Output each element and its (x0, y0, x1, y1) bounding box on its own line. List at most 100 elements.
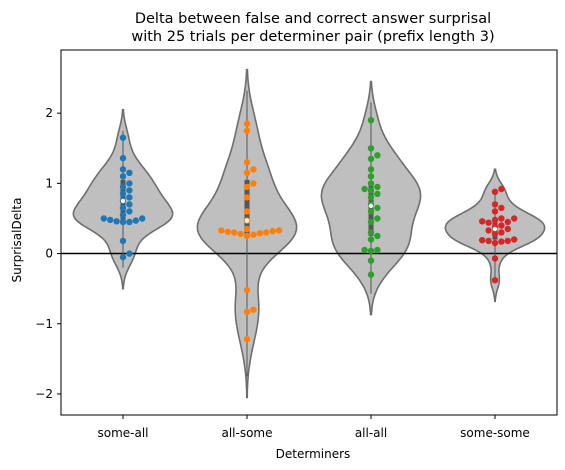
point-all-some-8 (231, 229, 238, 236)
point-some-some-3 (498, 238, 505, 245)
point-some-all-8 (139, 215, 146, 222)
point-some-all-4 (126, 218, 133, 226)
point-all-all-1 (367, 257, 375, 264)
point-some-some-22 (491, 201, 499, 208)
point-all-some-14 (243, 225, 251, 233)
point-some-all-19 (126, 180, 133, 187)
point-all-some-5 (250, 231, 257, 238)
point-all-all-15 (367, 187, 375, 194)
point-some-all-5 (113, 218, 120, 225)
point-all-some-19 (250, 180, 257, 187)
point-all-all-19 (367, 173, 375, 180)
point-all-all-21 (367, 155, 375, 162)
point-some-all-13 (126, 201, 133, 208)
point-some-all-0 (119, 253, 127, 261)
point-all-all-22 (374, 152, 381, 159)
point-all-all-9 (374, 215, 381, 222)
x-tick-label-all-all: all-all (355, 426, 387, 440)
point-all-some-6 (237, 230, 244, 238)
point-some-all-6 (132, 217, 139, 224)
point-all-all-16 (361, 185, 368, 193)
median-marker-all-some (244, 218, 250, 223)
point-all-some-13 (275, 227, 283, 234)
median-marker-some-all (120, 198, 126, 204)
point-all-all-13 (367, 194, 375, 201)
point-some-some-10 (485, 227, 492, 234)
point-some-some-24 (498, 185, 505, 193)
chart-title-line-2: with 25 trials per determiner pair (pref… (131, 29, 494, 45)
point-some-some-11 (504, 225, 511, 233)
x-tick-label-all-some: all-some (221, 426, 272, 440)
y-tick-label-3: 1 (45, 176, 53, 190)
x-tick-label-some-some: some-some (460, 426, 530, 440)
point-some-all-17 (126, 187, 133, 194)
point-some-some-18 (498, 215, 505, 222)
y-tick-label-1: −1 (35, 317, 53, 331)
point-some-all-10 (119, 211, 127, 219)
point-some-all-3 (119, 218, 127, 226)
point-all-some-20 (243, 169, 251, 176)
point-some-some-8 (491, 230, 499, 238)
point-some-some-4 (485, 237, 492, 245)
point-some-some-9 (498, 229, 505, 236)
point-some-all-20 (119, 173, 127, 180)
point-some-all-15 (126, 194, 133, 201)
y-tick-label-2: 0 (45, 247, 53, 261)
point-some-some-14 (485, 219, 492, 226)
point-some-all-18 (119, 183, 127, 191)
point-some-all-12 (119, 204, 127, 212)
point-all-all-24 (367, 117, 375, 124)
point-all-some-10 (224, 228, 231, 235)
y-tick-label-4: 2 (45, 106, 53, 120)
point-all-all-10 (367, 208, 375, 215)
point-some-some-1 (491, 255, 499, 262)
median-marker-all-all (368, 203, 374, 209)
point-some-all-21 (126, 169, 133, 176)
point-some-some-16 (479, 218, 486, 225)
point-all-all-18 (367, 180, 375, 187)
point-some-some-17 (491, 216, 499, 224)
point-all-some-17 (243, 194, 251, 201)
point-all-some-11 (269, 227, 276, 235)
point-some-some-7 (511, 236, 518, 243)
point-all-some-4 (243, 232, 251, 240)
point-all-some-12 (218, 227, 225, 234)
point-some-some-20 (491, 208, 499, 215)
point-all-all-14 (374, 190, 381, 198)
point-some-some-19 (511, 215, 518, 222)
point-some-some-21 (498, 204, 505, 212)
point-all-all-5 (367, 236, 375, 243)
point-all-some-18 (243, 183, 251, 191)
point-some-some-13 (498, 222, 505, 229)
point-some-all-1 (126, 250, 133, 257)
plot-frame (60, 49, 558, 416)
point-all-some-3 (243, 286, 251, 294)
point-some-some-15 (504, 218, 511, 226)
point-all-some-23 (243, 127, 251, 134)
point-all-some-24 (243, 120, 251, 127)
point-all-all-4 (361, 246, 368, 254)
point-all-all-0 (367, 271, 375, 278)
point-all-some-22 (243, 159, 251, 166)
point-all-all-7 (367, 229, 375, 236)
y-tick-label-0: −2 (35, 387, 53, 401)
point-some-all-24 (119, 134, 127, 141)
x-axis-label: Determiners (276, 447, 351, 461)
point-all-some-16 (243, 208, 251, 215)
point-some-all-11 (126, 208, 133, 215)
point-some-all-7 (107, 216, 114, 224)
point-all-all-11 (374, 204, 381, 212)
chart-title-line-1: Delta between false and correct answer s… (135, 11, 491, 27)
point-all-some-7 (256, 230, 263, 237)
point-some-all-2 (119, 237, 127, 245)
plot-area: −2 −1 0 1 2 some-all all-some all-all some-some (35, 49, 558, 440)
iqr-box-all-some (244, 179, 250, 237)
point-all-all-17 (374, 183, 381, 191)
point-some-some-0 (491, 277, 499, 284)
point-some-all-22 (119, 166, 127, 173)
point-some-some-5 (504, 237, 511, 245)
x-tick-label-some-all: some-all (97, 426, 148, 440)
point-all-some-2 (250, 306, 257, 313)
point-all-all-6 (374, 232, 381, 240)
